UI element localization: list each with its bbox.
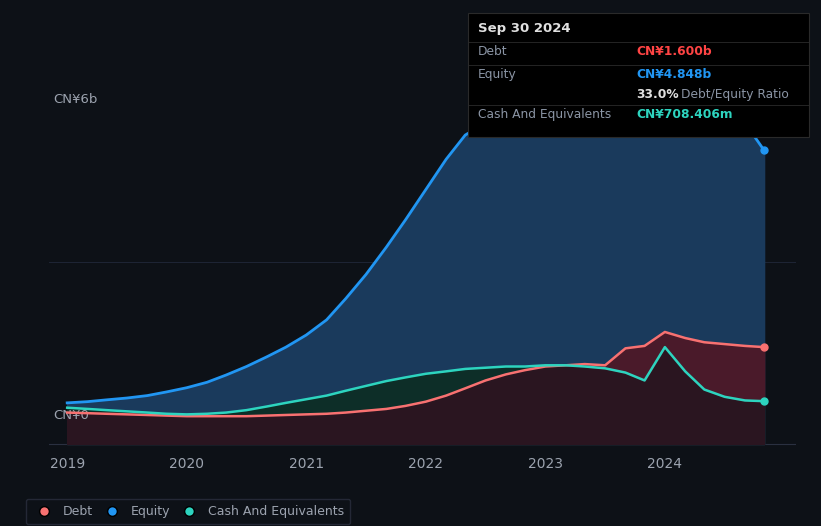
Text: CN¥0: CN¥0 (53, 409, 89, 422)
Text: Equity: Equity (478, 68, 516, 82)
Text: Sep 30 2024: Sep 30 2024 (478, 22, 571, 35)
Text: CN¥708.406m: CN¥708.406m (636, 108, 733, 122)
Legend: Debt, Equity, Cash And Equivalents: Debt, Equity, Cash And Equivalents (25, 499, 350, 524)
Text: Cash And Equivalents: Cash And Equivalents (478, 108, 611, 122)
Text: Debt/Equity Ratio: Debt/Equity Ratio (681, 88, 789, 102)
Text: CN¥1.600b: CN¥1.600b (636, 45, 712, 58)
Text: 33.0%: 33.0% (636, 88, 679, 102)
Text: CN¥4.848b: CN¥4.848b (636, 68, 712, 82)
Text: CN¥6b: CN¥6b (53, 93, 98, 106)
Text: Debt: Debt (478, 45, 507, 58)
